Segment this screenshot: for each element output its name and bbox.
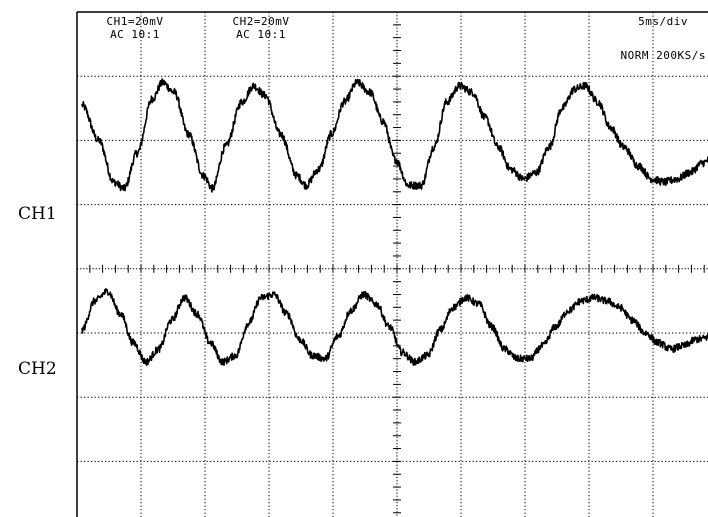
ch2-coupling-label: AC 10:1 [236,28,286,41]
ch1-coupling-label: AC 10:1 [110,28,160,41]
grid [77,12,708,517]
ch2-label: CH2 [18,359,57,379]
screen-frame [76,11,708,517]
trace-ch2 [81,288,708,366]
traces [81,78,708,366]
timebase-label: 5ms/div [638,15,688,28]
acquisition-mode-label: NORM 200KS/s [620,49,706,62]
ch1-label: CH1 [18,204,57,224]
center-axes [77,12,708,517]
trace-ch1 [81,78,708,193]
ch1-scale-label: CH1=20mV [106,15,164,28]
ch2-scale-label: CH2=20mV [232,15,290,28]
